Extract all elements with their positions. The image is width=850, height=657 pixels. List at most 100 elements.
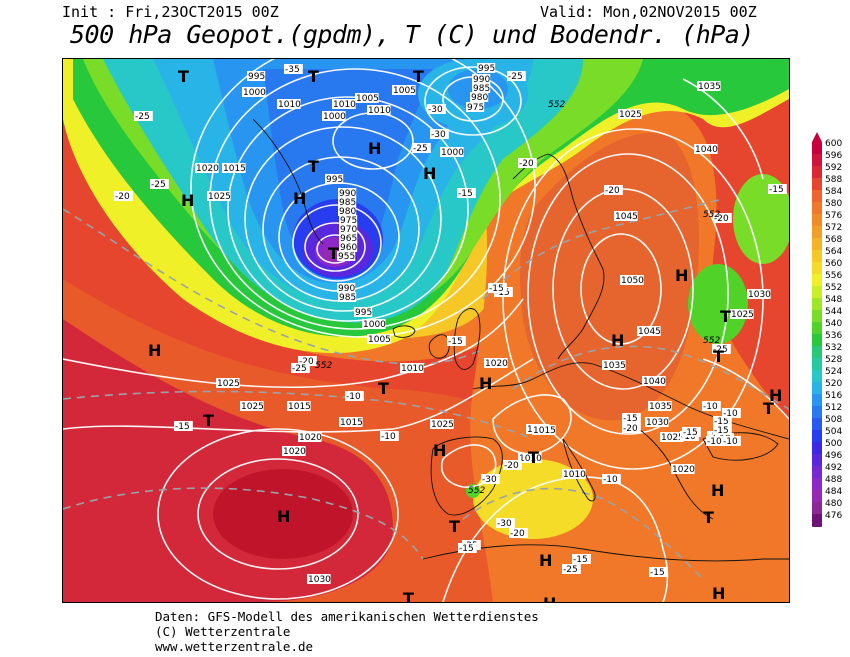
- isotherm: [63, 208, 484, 365]
- temp-label-bg: [702, 401, 721, 411]
- pressure-label-bg: [222, 163, 246, 173]
- pressure-label-bg: [339, 224, 358, 234]
- temp-label-bg: [713, 425, 732, 435]
- legend-label: 524: [825, 367, 842, 377]
- legend-swatch: [812, 478, 822, 490]
- temp-label-bg: [457, 188, 476, 198]
- temp-label: -20: [510, 529, 525, 539]
- pressure-label-bg: [400, 363, 424, 373]
- high-pressure-marker: H: [368, 139, 381, 158]
- pressure-label-bg: [307, 574, 331, 584]
- pressure-label: 955: [338, 252, 355, 262]
- pressure-label: 990: [339, 189, 356, 199]
- legend-swatch: [812, 214, 822, 226]
- high-pressure-marker: H: [675, 266, 688, 285]
- legend-label: 584: [825, 187, 842, 197]
- pressure-label: 975: [340, 216, 357, 226]
- temp-label: -15: [458, 189, 473, 199]
- footer-website[interactable]: www.wetterzentrale.de: [155, 639, 314, 654]
- legend-label: 476: [825, 511, 842, 521]
- temp-label: -15: [448, 337, 463, 347]
- low-pressure-marker: T: [703, 508, 714, 527]
- temp-label: -25: [713, 345, 728, 355]
- weather-map[interactable]: 9951000101010051015102010251000100510109…: [62, 58, 790, 603]
- coast-greenland: [252, 118, 324, 245]
- legend-swatch: [812, 334, 822, 346]
- legend-label: 500: [825, 439, 842, 449]
- low-pressure-marker: T: [378, 379, 389, 398]
- fill-baltic-green-east: [733, 174, 789, 264]
- coast-iberia: [430, 436, 503, 516]
- pressure-label: 1010: [278, 100, 301, 110]
- pressure-label-bg: [367, 334, 391, 344]
- legend-label: 588: [825, 175, 842, 185]
- pressure-label: 1020: [672, 465, 695, 475]
- pressure-label: 1050: [621, 276, 644, 286]
- isobar: [63, 358, 534, 433]
- footer-source: Daten: GFS-Modell des amerikanischen Wet…: [155, 609, 539, 624]
- temp-label-bg: [604, 185, 623, 195]
- pressure-label-bg: [195, 163, 219, 173]
- pressure-label: 1030: [748, 290, 771, 300]
- temp-label-bg: [174, 421, 193, 431]
- temp-label: -25: [563, 565, 578, 575]
- pressure-label: 985: [339, 198, 356, 208]
- temp-label: -35: [285, 65, 300, 75]
- legend-swatch: [812, 154, 822, 166]
- pressure-label: 1000: [323, 112, 346, 122]
- thickness-label: 552: [703, 210, 720, 220]
- pressure-label-bg: [697, 81, 721, 91]
- fill-azores-core: [213, 469, 353, 559]
- pressure-label-bg: [338, 197, 357, 207]
- pressure-label-bg: [602, 360, 626, 370]
- isobar: [304, 222, 366, 272]
- legend-swatch: [812, 358, 822, 370]
- pressure-label-bg: [660, 432, 684, 442]
- coastlines: [252, 118, 789, 562]
- temp-label-bg: [503, 460, 522, 470]
- legend-label: 580: [825, 199, 842, 209]
- temp-label: -10: [703, 402, 718, 412]
- temp-label: -25: [135, 112, 150, 122]
- legend-swatch: [812, 394, 822, 406]
- temp-label-bg: [712, 344, 731, 354]
- pressure-label-bg: [362, 319, 386, 329]
- map-labels: 9951000101010051015102010251000100510109…: [114, 63, 787, 602]
- pressure-label: 1025: [431, 420, 454, 430]
- legend-swatch: [812, 346, 822, 358]
- legend-label: 544: [825, 307, 842, 317]
- temp-label: -15: [769, 185, 784, 195]
- pressure-label-bg: [338, 206, 357, 216]
- legend-label: 508: [825, 415, 842, 425]
- pressure-label-bg: [277, 99, 301, 109]
- legend-label: 600: [825, 139, 842, 149]
- high-pressure-marker: H: [423, 164, 436, 183]
- pressure-label: 1015: [340, 418, 363, 428]
- legend-swatch: [812, 406, 822, 418]
- isobar: [424, 66, 522, 136]
- legend-label: 528: [825, 355, 842, 365]
- pressure-label-bg: [322, 111, 346, 121]
- legend-label: 536: [825, 331, 842, 341]
- isobar: [527, 153, 729, 435]
- pressure-label: 1015: [533, 426, 556, 436]
- legend-swatch: [812, 322, 822, 334]
- temp-label-bg: [713, 213, 732, 223]
- temp-label: -25: [413, 144, 428, 154]
- legend-label: 572: [825, 223, 842, 233]
- pressure-label-bg: [282, 446, 306, 456]
- legend-arrow-top: [812, 132, 822, 142]
- isobar: [244, 126, 442, 312]
- high-pressure-marker: H: [293, 189, 306, 208]
- temp-label: -15: [573, 555, 588, 565]
- legend-label: 492: [825, 463, 842, 473]
- pressure-label: 1005: [393, 86, 416, 96]
- pressure-label: 960: [340, 243, 357, 253]
- low-pressure-marker: T: [308, 67, 319, 86]
- temp-label-bg: [488, 283, 507, 293]
- isobar: [702, 358, 789, 420]
- pressure-label: 990: [338, 284, 355, 294]
- pressure-label: 1010: [368, 106, 391, 116]
- pressure-label-bg: [339, 242, 358, 252]
- pressure-label: 995: [326, 175, 343, 185]
